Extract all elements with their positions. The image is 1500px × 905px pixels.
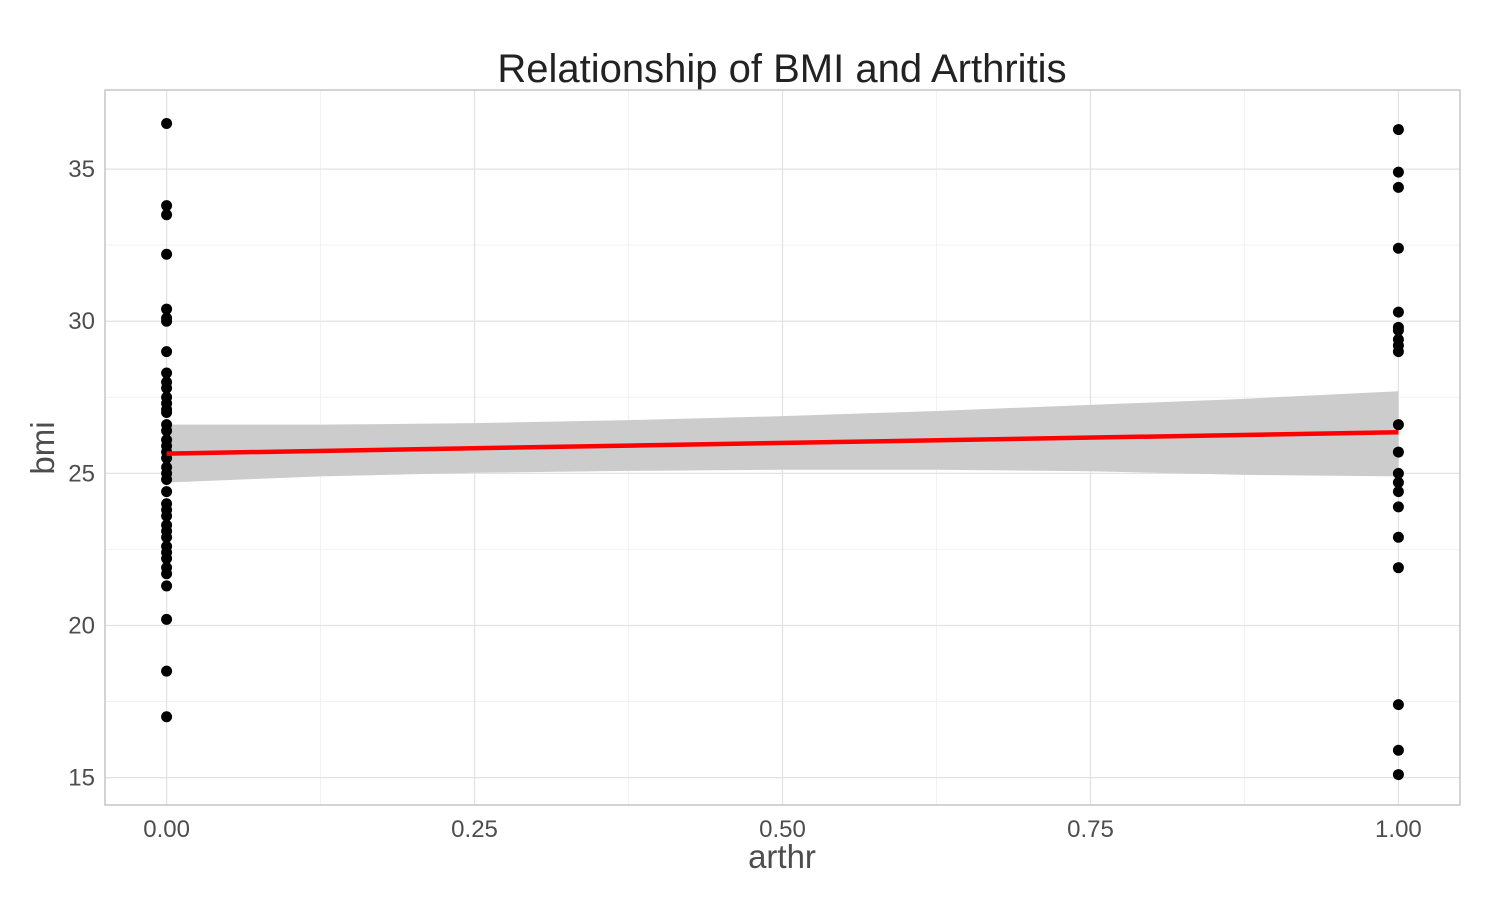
x-axis-label: arthr — [748, 838, 816, 875]
data-point — [1392, 181, 1404, 193]
data-point — [1392, 699, 1404, 711]
data-point — [161, 665, 173, 677]
y-axis-label: bmi — [24, 421, 61, 474]
y-tick-label: 20 — [68, 612, 95, 639]
data-point — [1392, 166, 1404, 178]
data-point — [1392, 769, 1404, 781]
data-point — [161, 425, 173, 437]
data-point — [1392, 346, 1404, 358]
data-point — [161, 407, 173, 419]
x-tick-label: 0.25 — [451, 816, 498, 843]
data-point — [1392, 419, 1404, 431]
data-point — [161, 303, 173, 315]
data-point — [1392, 476, 1404, 488]
data-point — [161, 486, 173, 498]
data-point — [161, 209, 173, 221]
data-point — [1392, 324, 1404, 336]
y-tick-label: 25 — [68, 460, 95, 487]
data-point — [161, 200, 173, 212]
data-point — [1392, 467, 1404, 479]
x-tick-label: 0.75 — [1067, 816, 1114, 843]
data-point — [1392, 501, 1404, 513]
data-point — [161, 117, 173, 129]
data-point — [161, 315, 173, 327]
x-tick-label: 0.00 — [143, 816, 190, 843]
data-point — [161, 531, 173, 543]
data-point — [1392, 744, 1404, 756]
chart-title: Relationship of BMI and Arthritis — [497, 47, 1066, 91]
data-point — [1392, 446, 1404, 458]
data-point — [1392, 562, 1404, 574]
data-point — [161, 248, 173, 260]
panel-border — [104, 89, 1461, 806]
data-point — [161, 367, 173, 379]
y-tick-label: 30 — [68, 308, 95, 335]
confidence-band — [166, 391, 1399, 483]
data-point — [161, 382, 173, 394]
plot-area: 0.00 0.25 0.50 0.75 1.00 15 20 25 30 35 — [68, 89, 1461, 843]
x-tick-label: 0.50 — [759, 816, 806, 843]
data-point — [161, 711, 173, 723]
regression-line — [166, 430, 1399, 456]
data-point — [1392, 486, 1404, 498]
data-point — [161, 346, 173, 358]
data-point — [161, 580, 173, 592]
data-point — [1392, 242, 1404, 254]
data-point — [161, 568, 173, 580]
data-point — [1392, 124, 1404, 136]
x-tick-label: 1.00 — [1375, 816, 1422, 843]
data-point — [1392, 306, 1404, 318]
y-tick-label: 15 — [68, 765, 95, 792]
data-point — [161, 510, 173, 522]
data-point — [1392, 531, 1404, 543]
data-point — [161, 613, 173, 625]
y-tick-label: 35 — [68, 156, 95, 183]
data-point — [161, 473, 173, 485]
data-point — [161, 553, 173, 565]
